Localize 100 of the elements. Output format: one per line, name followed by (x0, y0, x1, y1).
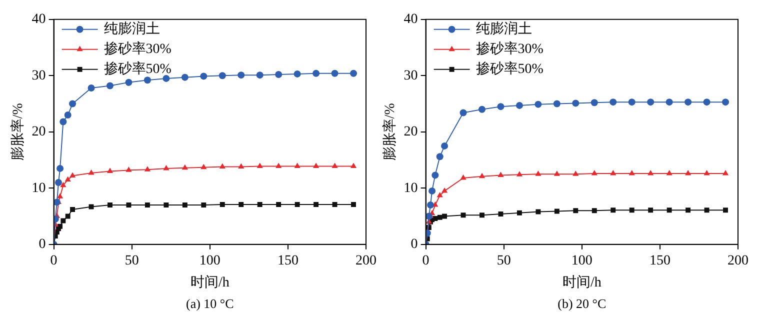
point (312, 70, 320, 77)
point (331, 70, 338, 77)
point (432, 216, 438, 221)
point (144, 166, 150, 172)
text: (b) 20 °C (558, 296, 606, 311)
point (554, 170, 560, 176)
point (54, 179, 62, 186)
point (350, 70, 358, 77)
point (164, 202, 169, 208)
point (442, 214, 448, 219)
point (60, 118, 67, 126)
point (666, 208, 672, 213)
point (200, 164, 207, 170)
point (332, 162, 338, 168)
text: (a) 10 °C (186, 296, 234, 311)
point (722, 98, 730, 106)
legend-label: 纯膨润土 (104, 21, 160, 38)
point (276, 162, 282, 168)
point (535, 170, 542, 176)
point (703, 98, 710, 106)
point (553, 100, 560, 108)
point (88, 169, 94, 175)
point (516, 102, 523, 109)
point (610, 98, 617, 106)
x-tick-label: 0 (50, 253, 58, 268)
point (722, 170, 729, 176)
point (534, 100, 542, 108)
point (60, 218, 66, 224)
point (704, 170, 710, 176)
point (256, 72, 264, 79)
point (428, 187, 436, 194)
x-tick-label: 50 (124, 253, 139, 268)
point (218, 72, 226, 80)
point (70, 207, 76, 212)
point (56, 164, 64, 172)
y-tick-label: 40 (404, 12, 418, 28)
point (686, 208, 691, 213)
point (436, 153, 444, 160)
legend-label: 掺砂率50% (104, 61, 172, 78)
point (58, 224, 63, 229)
legend-label: 掺砂率30% (104, 41, 172, 58)
point (276, 202, 282, 207)
point (628, 170, 635, 176)
x-tick-label: 100 (571, 253, 592, 268)
point (201, 202, 206, 208)
point (294, 70, 301, 78)
point (610, 170, 616, 176)
y-tick-label: 0 (38, 237, 46, 252)
y-tick-label: 10 (404, 180, 418, 196)
point (592, 208, 597, 214)
point (181, 74, 188, 81)
x-tick-label: 150 (649, 253, 670, 268)
point (573, 208, 578, 214)
point (684, 98, 692, 106)
y-tick-label: 40 (32, 12, 46, 28)
point (536, 209, 541, 214)
point (704, 208, 710, 213)
point (572, 100, 580, 107)
point (478, 172, 486, 178)
point (294, 202, 300, 207)
point (125, 78, 132, 86)
point (144, 202, 150, 208)
point (144, 76, 151, 84)
point (219, 163, 226, 169)
point (442, 187, 448, 193)
point (126, 202, 132, 208)
point (65, 214, 70, 219)
point (106, 82, 114, 90)
point (647, 98, 654, 106)
point (432, 172, 439, 179)
point (60, 182, 66, 188)
point (220, 202, 225, 207)
point (257, 202, 262, 207)
point (294, 162, 300, 168)
point (648, 170, 654, 176)
point (256, 162, 263, 168)
point (497, 103, 504, 110)
legend-label: 掺砂率50% (476, 61, 544, 78)
point (108, 202, 112, 208)
point (478, 106, 486, 113)
x-tick-label: 200 (356, 253, 376, 268)
y-axis-title: 膨胀率/% (382, 102, 398, 161)
legend-label: 掺砂率30% (476, 41, 544, 58)
y-axis-title: 膨胀率/% (10, 102, 26, 161)
point (64, 112, 72, 119)
point (88, 84, 95, 92)
point (126, 166, 132, 172)
point (182, 202, 188, 208)
point (238, 202, 244, 207)
point (629, 208, 634, 213)
x-tick-label: 150 (277, 253, 298, 268)
x-tick-label: 50 (496, 253, 511, 268)
point (554, 208, 560, 214)
point (88, 204, 94, 210)
point (106, 168, 114, 174)
point (57, 193, 64, 198)
x-axis-title: 时间/h (562, 274, 602, 290)
y-tick-label: 0 (410, 237, 418, 252)
point (162, 74, 170, 82)
point (200, 72, 208, 80)
